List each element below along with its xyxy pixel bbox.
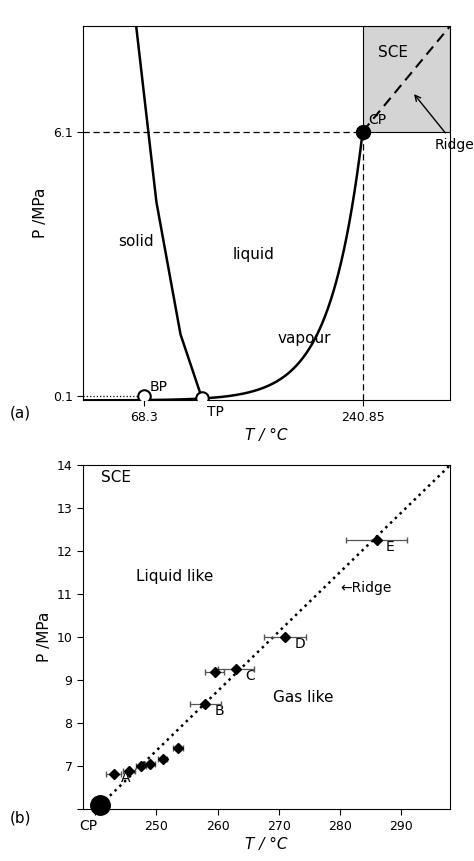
Text: B: B bbox=[215, 703, 224, 717]
Text: BP: BP bbox=[149, 380, 167, 393]
Text: Gas like: Gas like bbox=[273, 690, 334, 704]
Text: C: C bbox=[245, 669, 255, 683]
Text: SCE: SCE bbox=[101, 470, 131, 485]
Text: (a): (a) bbox=[9, 406, 31, 420]
Text: vapour: vapour bbox=[278, 331, 331, 346]
X-axis label: T / °C: T / °C bbox=[246, 428, 288, 443]
Y-axis label: P /MPa: P /MPa bbox=[34, 188, 48, 238]
Text: Ridge: Ridge bbox=[415, 96, 474, 152]
Text: E: E bbox=[386, 540, 395, 554]
Text: Liquid like: Liquid like bbox=[136, 569, 213, 584]
Text: TP: TP bbox=[207, 405, 224, 419]
Text: A: A bbox=[121, 771, 130, 784]
Text: SCE: SCE bbox=[378, 45, 408, 59]
Y-axis label: P /MPa: P /MPa bbox=[37, 612, 53, 662]
Text: solid: solid bbox=[118, 234, 154, 249]
Text: ←Ridge: ←Ridge bbox=[340, 580, 392, 595]
Text: (b): (b) bbox=[9, 810, 31, 825]
X-axis label: T / °C: T / °C bbox=[246, 837, 288, 852]
Text: CP: CP bbox=[79, 819, 97, 833]
Bar bbox=[363, 26, 450, 132]
Text: liquid: liquid bbox=[233, 247, 275, 263]
Text: D: D bbox=[294, 637, 305, 651]
Text: CP: CP bbox=[368, 113, 386, 127]
